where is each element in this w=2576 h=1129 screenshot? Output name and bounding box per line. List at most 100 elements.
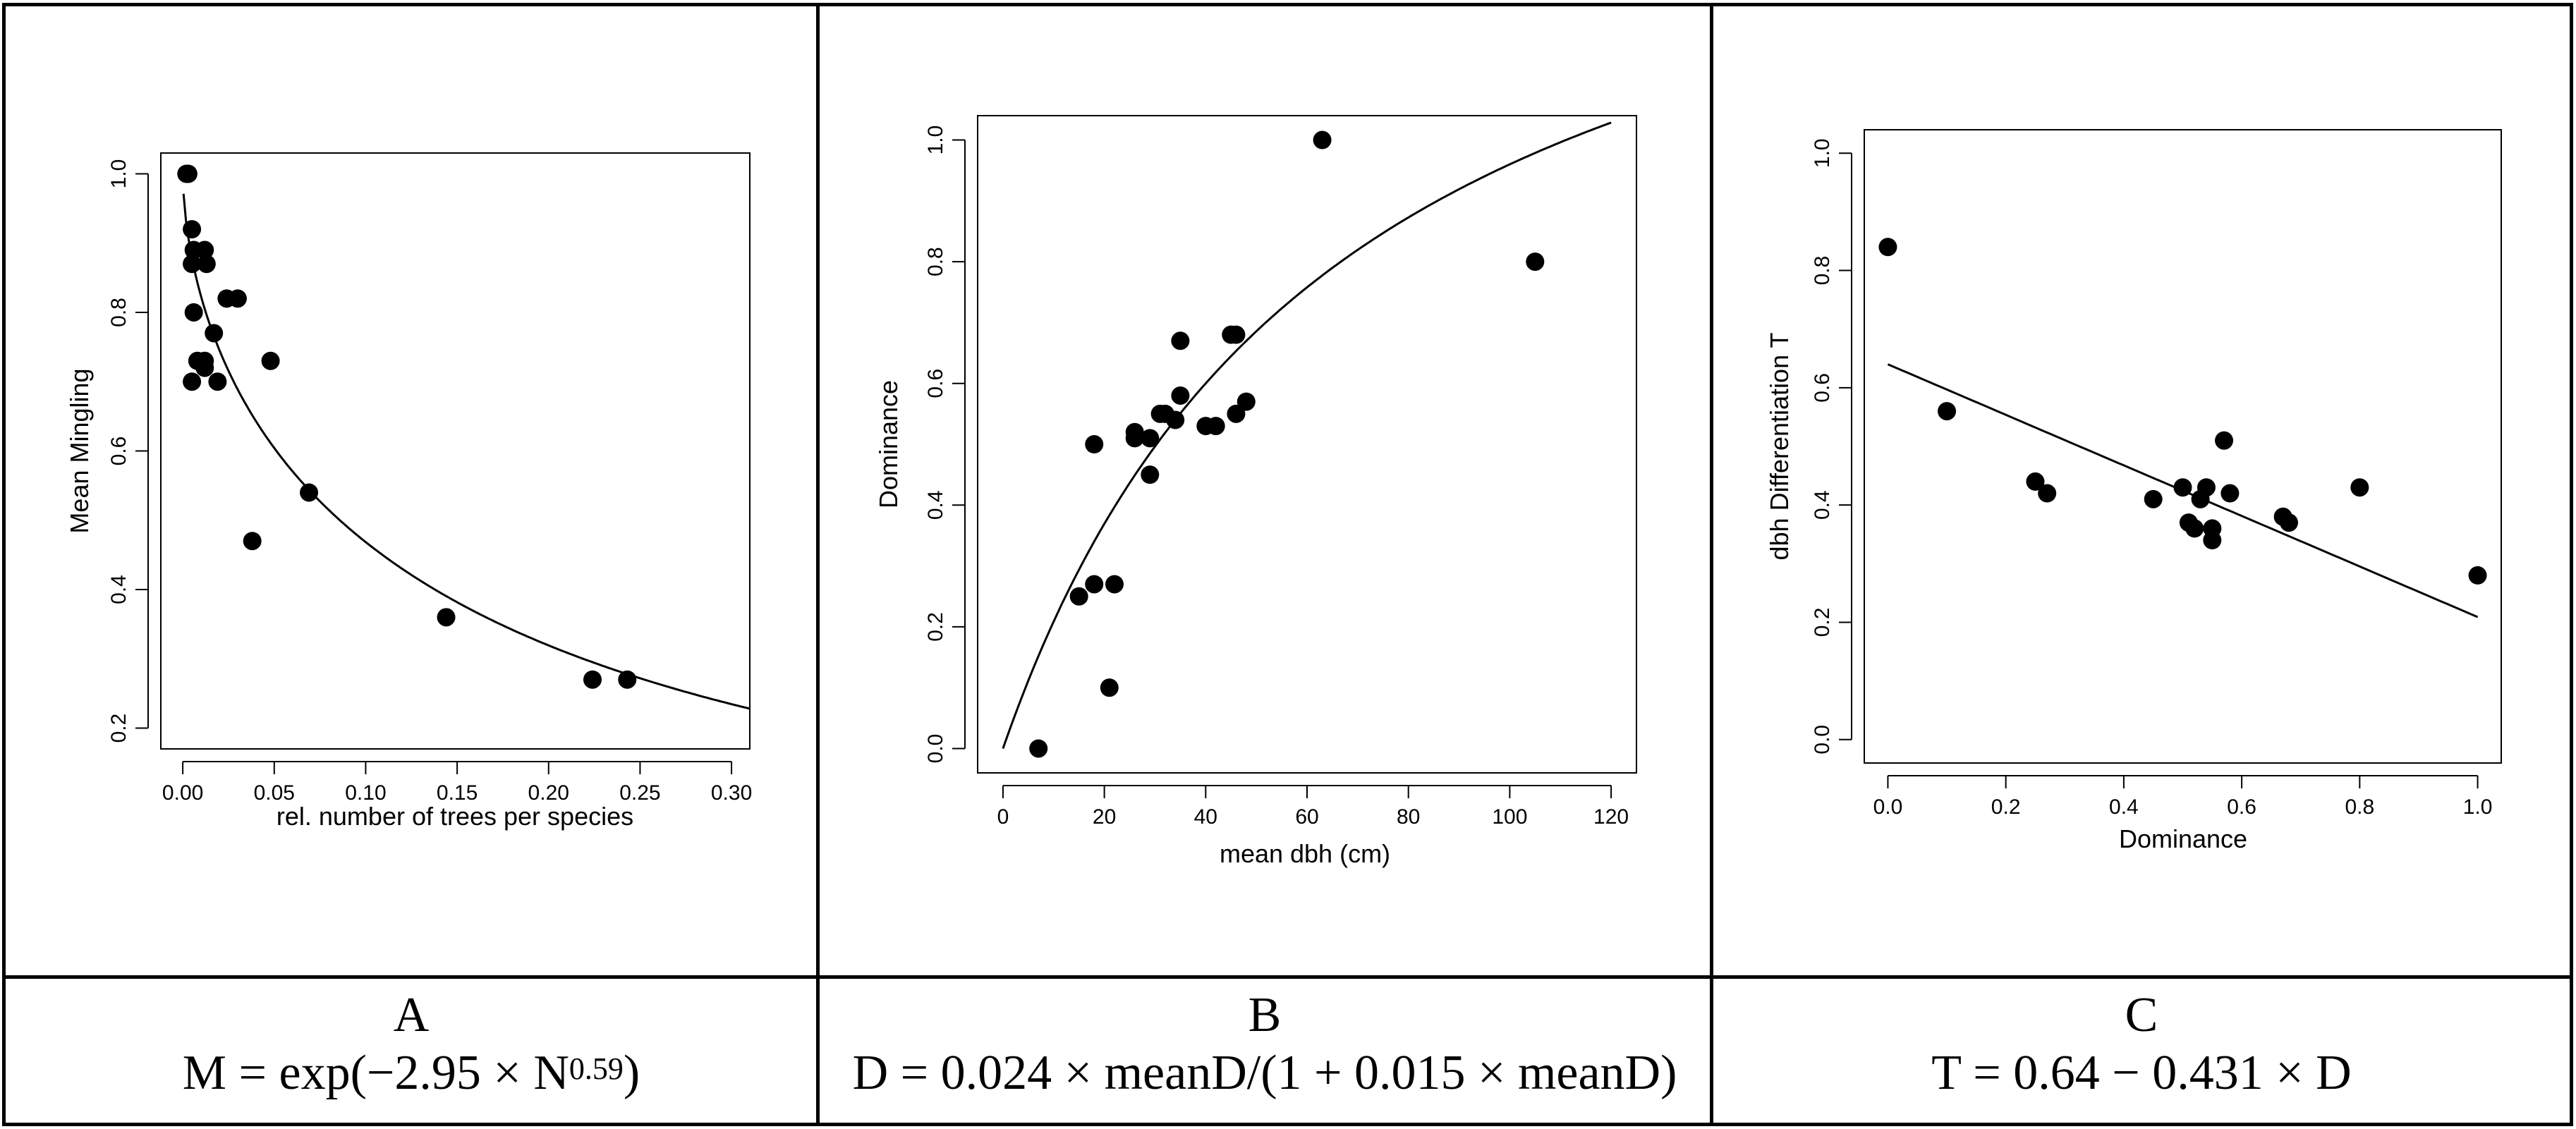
x-tick-label: 0.20 xyxy=(528,781,569,805)
x-tick-label: 0 xyxy=(997,805,1009,829)
x-tick-label: 0.6 xyxy=(2227,795,2256,819)
x-tick-label: 60 xyxy=(1295,805,1318,829)
data-point xyxy=(2203,531,2222,550)
data-point xyxy=(2144,489,2163,508)
formula-main: M = exp(−2.95 × N xyxy=(182,1046,569,1100)
x-tick-label: 0.8 xyxy=(2345,795,2374,819)
data-point xyxy=(183,220,202,239)
x-tick-label: 80 xyxy=(1397,805,1420,829)
y-tick-label: 1.0 xyxy=(107,159,130,189)
data-point xyxy=(1069,587,1088,606)
data-point xyxy=(261,351,280,370)
formula-exponent: 0.59 xyxy=(569,1051,624,1086)
data-point xyxy=(208,372,227,391)
caption-letter: A xyxy=(393,988,430,1042)
y-tick-label: 0.6 xyxy=(107,437,130,466)
y-tick-label: 0.8 xyxy=(1811,256,1834,286)
data-point xyxy=(1171,331,1190,350)
data-point xyxy=(1313,130,1332,149)
y-tick-label: 0.4 xyxy=(1811,490,1834,520)
data-point xyxy=(1227,404,1246,423)
fit-curve xyxy=(182,193,751,710)
data-point xyxy=(195,351,214,370)
data-point xyxy=(2215,431,2234,450)
data-point xyxy=(2185,519,2204,538)
data-point xyxy=(2468,566,2487,585)
x-tick-label: 120 xyxy=(1593,805,1629,829)
x-axis-label: Dominance xyxy=(2119,824,2247,853)
data-point xyxy=(1029,739,1048,758)
data-point xyxy=(1100,678,1119,697)
formula-end: ) xyxy=(623,1046,640,1100)
y-tick-label: 0.4 xyxy=(924,490,947,520)
x-tick-label: 1.0 xyxy=(2463,795,2493,819)
caption-b-cell xyxy=(816,975,1713,1126)
x-tick-label: 0.05 xyxy=(254,781,295,805)
caption-letter: B xyxy=(1248,988,1282,1042)
y-tick-label: 0.6 xyxy=(924,369,947,398)
data-point xyxy=(1141,465,1160,484)
data-point xyxy=(1125,429,1144,448)
x-tick-label: 20 xyxy=(1093,805,1116,829)
data-point xyxy=(183,372,202,391)
data-point xyxy=(1878,238,1897,257)
data-point xyxy=(1105,575,1124,594)
caption-b: B D = 0.024 × meanD/(1 + 0.015 × meanD) xyxy=(820,987,1710,1103)
y-tick-label: 0.0 xyxy=(924,734,947,764)
caption-formula: T = 0.64 − 0.431 × D xyxy=(1713,1044,2570,1103)
plot-frame xyxy=(1864,129,2502,764)
x-tick-label: 0.00 xyxy=(162,781,203,805)
x-tick-label: 100 xyxy=(1492,805,1527,829)
y-tick-label: 0.8 xyxy=(107,298,130,327)
y-tick-label: 1.0 xyxy=(924,126,947,155)
data-point xyxy=(1237,392,1256,411)
caption-letter: C xyxy=(2125,988,2158,1042)
caption-c-cell xyxy=(1710,975,2573,1126)
x-axis-label: mean dbh (cm) xyxy=(1220,839,1390,868)
panel-a-cell xyxy=(2,3,820,979)
y-axis-label: Dominance xyxy=(874,380,903,508)
x-tick-label: 0.4 xyxy=(2109,795,2139,819)
y-tick-label: 0.2 xyxy=(107,714,130,743)
x-tick-label: 0.10 xyxy=(345,781,386,805)
data-point xyxy=(1171,386,1190,405)
x-tick-label: 0.25 xyxy=(619,781,660,805)
data-point xyxy=(2026,472,2045,491)
data-point xyxy=(178,164,198,183)
y-tick-label: 0.2 xyxy=(1811,608,1834,637)
y-tick-label: 0.8 xyxy=(924,247,947,276)
data-point xyxy=(2197,478,2216,497)
data-point xyxy=(2350,478,2369,497)
data-point xyxy=(184,303,203,322)
data-point xyxy=(183,255,202,274)
y-axis-label: dbh Differentiation T xyxy=(1765,333,1794,561)
formula-main: T = 0.64 − 0.431 × D xyxy=(1931,1046,2352,1100)
x-tick-label: 40 xyxy=(1194,805,1217,829)
y-tick-label: 0.0 xyxy=(1811,725,1834,755)
data-point xyxy=(2173,478,2192,497)
caption-formula: D = 0.024 × meanD/(1 + 0.015 × meanD) xyxy=(820,1044,1710,1103)
data-point xyxy=(1085,575,1104,594)
data-point xyxy=(197,255,216,274)
data-point xyxy=(1141,429,1160,448)
caption-a: A M = exp(−2.95 × N0.59) xyxy=(6,987,817,1103)
data-point xyxy=(437,608,456,627)
data-point xyxy=(2038,484,2057,503)
y-tick-label: 0.2 xyxy=(924,612,947,642)
data-point xyxy=(195,240,214,260)
data-point xyxy=(1526,252,1545,271)
fit-curve xyxy=(1002,121,1612,749)
x-tick-label: 0.0 xyxy=(1873,795,1903,819)
data-point xyxy=(1166,410,1185,429)
formula-main: D = 0.024 × meanD/(1 + 0.015 × meanD) xyxy=(852,1046,1677,1100)
x-tick-label: 0.30 xyxy=(711,781,752,805)
data-point xyxy=(1227,325,1246,344)
x-tick-label: 0.2 xyxy=(1991,795,2021,819)
data-point xyxy=(583,670,602,689)
caption-c: C T = 0.64 − 0.431 × D xyxy=(1713,987,2570,1103)
plot-frame xyxy=(160,152,751,750)
data-point xyxy=(618,670,637,689)
x-axis-label: rel. number of trees per species xyxy=(277,802,633,831)
